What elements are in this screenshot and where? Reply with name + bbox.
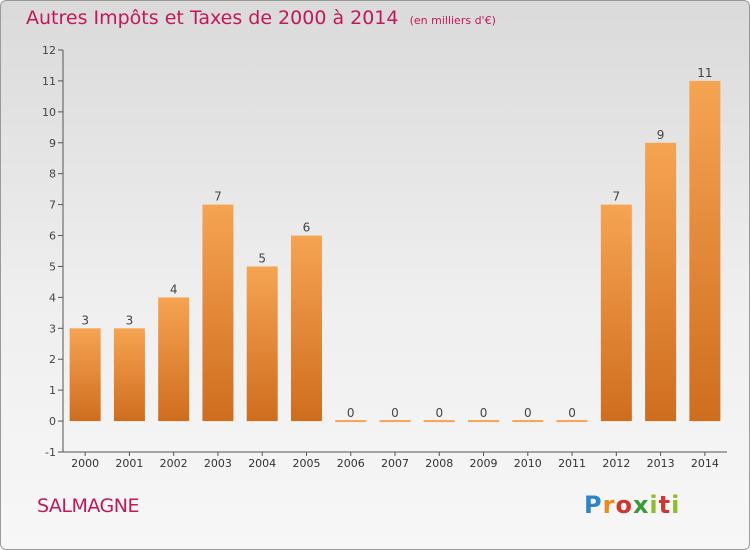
chart-title: Autres Impôts et Taxes de 2000 à 2014	[26, 7, 399, 29]
bars	[69, 80, 721, 423]
x-tick-label: 2007	[381, 457, 409, 470]
bar	[335, 420, 367, 423]
y-tick-label: 11	[42, 75, 56, 88]
title-row: Autres Impôts et Taxes de 2000 à 2014 (e…	[26, 7, 496, 29]
data-label: 6	[303, 221, 311, 235]
x-tick-label: 2005	[292, 457, 320, 470]
value-labels: 3 3 4 7 5 6 0 0 0 0 0 0 7 9 11	[81, 66, 712, 420]
data-label: 0	[568, 406, 576, 420]
chart-subtitle: (en milliers d'€)	[409, 14, 496, 27]
bar	[423, 420, 455, 423]
y-tick-label: 7	[49, 199, 56, 212]
x-tick-label: 2000	[71, 457, 99, 470]
y-tick-label: 6	[49, 230, 56, 243]
bar	[645, 142, 677, 422]
data-label: 11	[697, 66, 712, 80]
data-label: 0	[391, 406, 399, 420]
y-tick-label: 0	[49, 415, 56, 428]
x-tick-label: 2001	[115, 457, 143, 470]
bar	[468, 420, 500, 423]
x-tick-label: 2006	[337, 457, 365, 470]
x-tick-label: 2004	[248, 457, 276, 470]
bar	[512, 420, 544, 423]
bar	[290, 235, 322, 422]
data-label: 0	[480, 406, 488, 420]
y-tick-label: 1	[49, 384, 56, 397]
x-tick-label: 2012	[602, 457, 630, 470]
x-tick-label: 2013	[647, 457, 675, 470]
bar	[69, 328, 101, 422]
bar	[202, 204, 234, 422]
y-tick-label: 3	[49, 322, 56, 335]
city-name: SALMAGNE	[37, 495, 140, 517]
y-tick-label: -1	[45, 446, 56, 459]
bar	[379, 420, 411, 423]
data-label: 4	[170, 282, 178, 296]
data-label: 0	[435, 406, 443, 420]
x-tick-label: 2014	[691, 457, 719, 470]
x-tick-label: 2002	[160, 457, 188, 470]
y-tick-label: 8	[49, 168, 56, 181]
y-tick-label: 5	[49, 260, 56, 273]
bar	[556, 420, 588, 423]
bar	[600, 204, 632, 422]
x-tick-label: 2010	[514, 457, 542, 470]
x-tick-label: 2008	[425, 457, 453, 470]
x-tick-label: 2003	[204, 457, 232, 470]
y-tick-label: 9	[49, 137, 56, 150]
data-label: 7	[613, 190, 621, 204]
data-label: 3	[81, 313, 89, 327]
x-tick-label: 2009	[470, 457, 498, 470]
bar	[689, 80, 721, 422]
data-label: 7	[214, 190, 222, 204]
bar	[158, 297, 190, 422]
data-label: 5	[258, 251, 266, 265]
x-tick-label: 2011	[558, 457, 586, 470]
data-label: 0	[347, 406, 355, 420]
y-tick-label: 4	[49, 291, 56, 304]
y-tick-label: 12	[42, 44, 56, 57]
y-tick-label: 10	[42, 106, 56, 119]
data-label: 3	[126, 313, 134, 327]
data-label: 9	[657, 128, 665, 142]
y-tick-label: 2	[49, 353, 56, 366]
bar	[246, 266, 278, 422]
data-label: 0	[524, 406, 532, 420]
proxiti-logo[interactable]: Proxiti	[584, 491, 681, 519]
bar	[113, 328, 145, 422]
